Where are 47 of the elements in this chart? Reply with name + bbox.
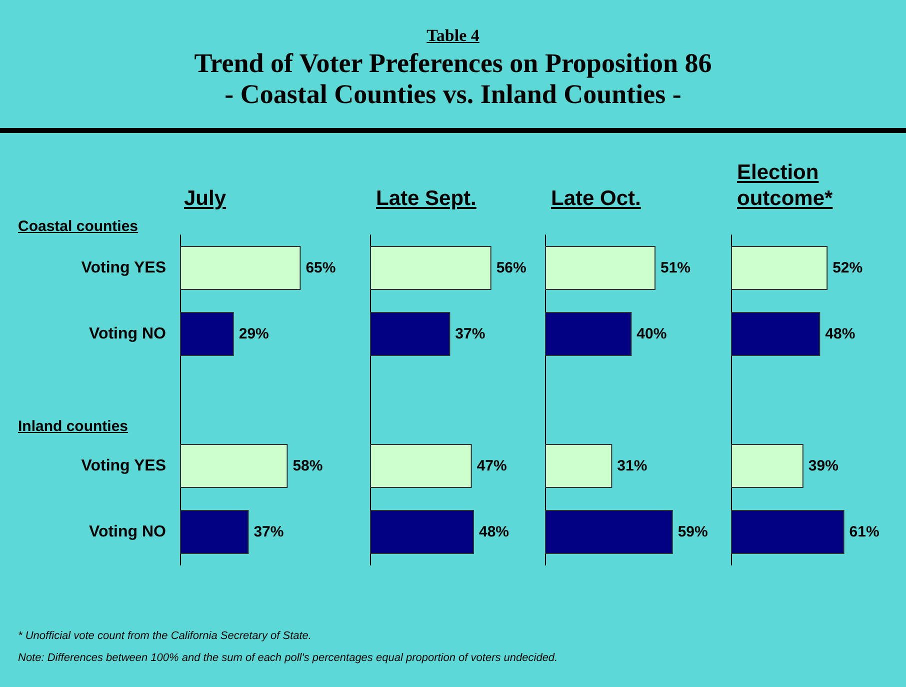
data-label: 31% [617,458,648,474]
bar [545,246,656,290]
x-axis-title: Late Sept. [376,186,478,212]
data-label: 47% [476,458,507,474]
x-axis-title: July [184,186,228,212]
data-label: 37% [455,326,486,342]
y-tick-label: Voting NO [88,524,166,540]
bar [180,444,288,488]
bar [545,510,673,554]
y-tick-label: Voting YES [81,260,166,276]
bar [180,312,234,356]
bar [731,246,828,290]
data-label: 40% [636,326,667,342]
x-axis-title: Election outcome* [737,160,834,212]
bar [180,246,301,290]
bar [370,444,472,488]
data-label: 29% [238,326,269,342]
caption: Table 4 [426,26,480,46]
text: Coastal counties [18,218,138,235]
data-label: 52% [832,260,863,276]
bar [731,510,844,554]
data-label: 58% [292,458,323,474]
text: Trend of Voter Preferences on Proposition 86 [193,48,713,79]
data-label: 39% [808,458,838,474]
bar [180,510,249,554]
bar [370,312,450,356]
data-label: 51% [660,260,691,276]
text: - Coastal Counties vs. Inland Counties - [224,79,682,110]
data-label: 48% [825,326,856,342]
data-label: 65% [306,260,336,276]
text: * Unofficial vote count from the California Secretary of State. [18,630,312,642]
bar [370,246,492,290]
text: Inland counties [18,418,128,435]
data-label: 56% [496,260,526,276]
bar [731,312,820,356]
data-label: 48% [479,524,510,540]
bar [545,312,632,356]
data-label: 37% [254,524,284,540]
y-tick-label: Voting YES [81,458,166,474]
data-label: 61% [849,524,880,540]
y-tick-label: Voting NO [88,326,166,342]
bar [545,444,612,488]
x-axis-title: Late Oct. [551,186,642,212]
data-label: 59% [678,524,708,540]
bar [731,444,804,488]
text: Note: Differences between 100% and the sum of each poll's percentages equal proportion of voters undecided. [18,652,558,664]
bar [370,510,474,554]
